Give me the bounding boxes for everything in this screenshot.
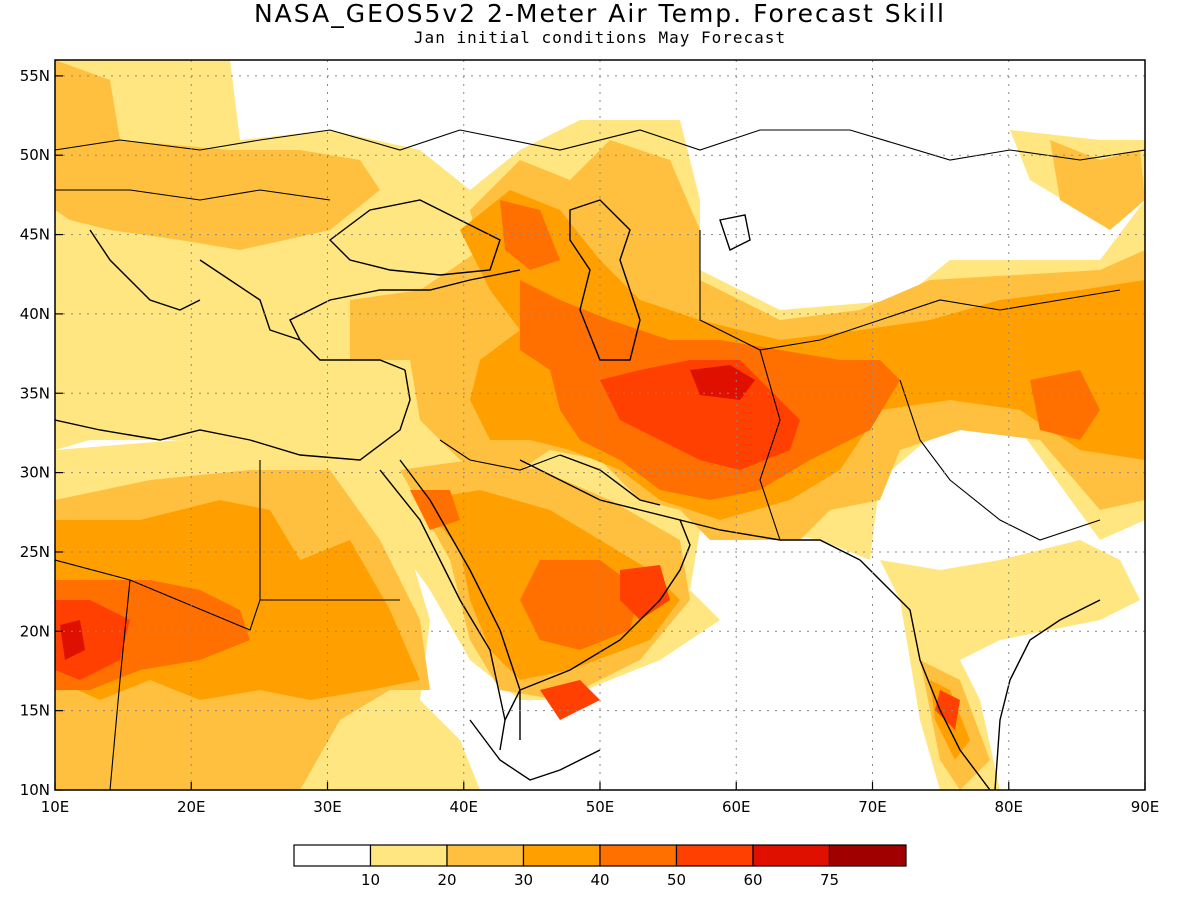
- y-tick-label: 30N: [20, 464, 50, 482]
- colorbar-swatch: [522, 844, 601, 867]
- colorbar-swatch: [369, 844, 448, 867]
- y-tick-label: 40N: [20, 305, 50, 323]
- y-tick-label: 45N: [20, 226, 50, 244]
- colorbar-label: 50: [667, 871, 686, 889]
- contour-level-5: [55, 360, 960, 730]
- x-tick-label: 60E: [722, 798, 751, 816]
- colorbar-label: 40: [590, 871, 609, 889]
- colorbar-swatch: [752, 844, 831, 867]
- colorbar-label: 30: [514, 871, 533, 889]
- colorbar: 10 20 30 40 50 60 75: [293, 844, 907, 889]
- colorbar-swatch: [446, 844, 525, 867]
- x-tick-label: 90E: [1131, 798, 1160, 816]
- colorbar-label: 20: [437, 871, 456, 889]
- y-tick-label: 25N: [20, 543, 50, 561]
- y-tick-label: 50N: [20, 146, 50, 164]
- y-tick-label: 10N: [20, 781, 50, 799]
- map-title: NASA_GEOS5v2 2-Meter Air Temp. Forecast …: [253, 0, 946, 28]
- x-axis: 10E 20E 30E 40E 50E 60E 70E 80E 90E: [41, 782, 1160, 816]
- colorbar-label: 10: [361, 871, 380, 889]
- coastlines: [55, 129, 1145, 790]
- x-tick-label: 80E: [994, 798, 1023, 816]
- x-tick-label: 50E: [586, 798, 615, 816]
- y-tick-label: 20N: [20, 622, 50, 640]
- x-tick-label: 10E: [41, 798, 70, 816]
- y-tick-label: 15N: [20, 702, 50, 720]
- map-subtitle: Jan initial conditions May Forecast: [413, 28, 787, 47]
- x-tick-label: 70E: [858, 798, 887, 816]
- contour-level-6: [60, 365, 755, 660]
- y-tick-label: 35N: [20, 384, 50, 402]
- x-tick-label: 40E: [449, 798, 478, 816]
- colorbar-swatch: [675, 844, 754, 867]
- colorbar-label: 60: [743, 871, 762, 889]
- x-tick-label: 30E: [313, 798, 342, 816]
- colorbar-swatch: [599, 844, 678, 867]
- skill-contours: [55, 60, 1145, 790]
- colorbar-swatch: [293, 844, 372, 867]
- y-tick-label: 55N: [20, 67, 50, 85]
- x-tick-label: 20E: [177, 798, 206, 816]
- y-axis: 10N 15N 20N 25N 30N 35N 40N 45N 50N 55N: [20, 67, 63, 799]
- colorbar-label: 75: [820, 871, 839, 889]
- colorbar-swatch: [828, 844, 907, 867]
- grid-lines: [55, 60, 1145, 790]
